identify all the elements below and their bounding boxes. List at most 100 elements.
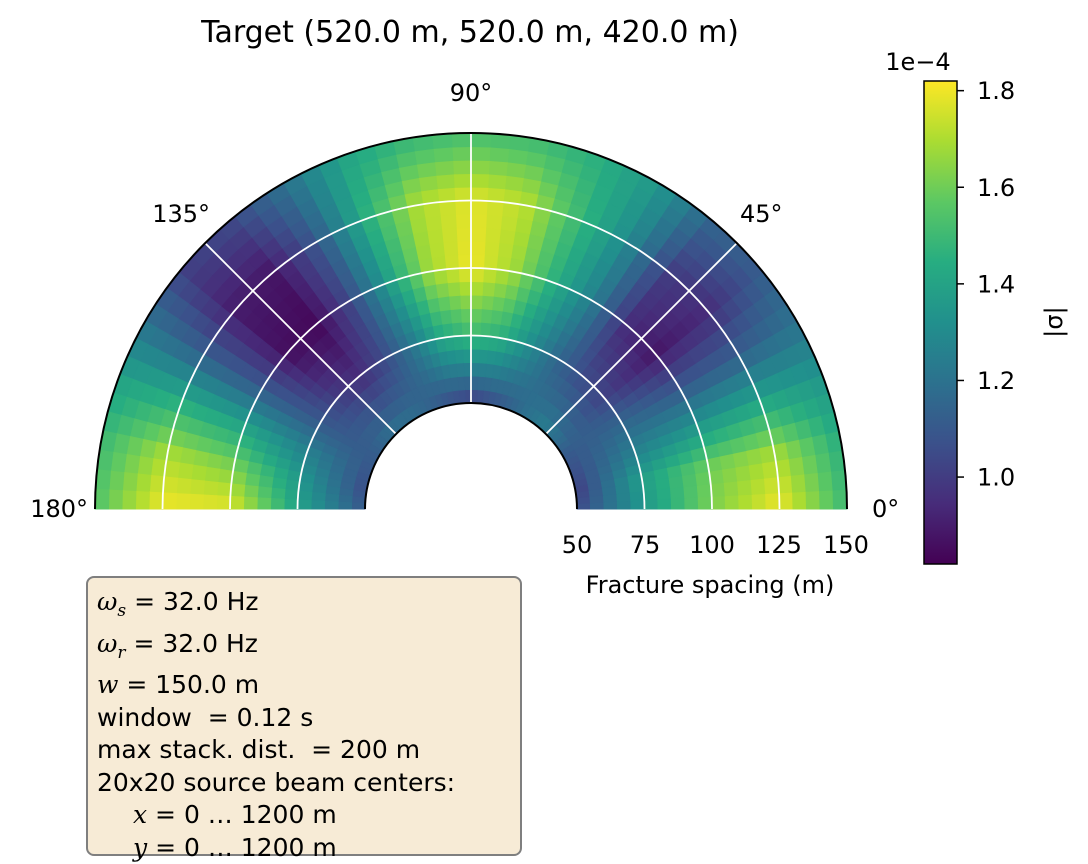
heatmap-cell <box>217 496 231 509</box>
heatmap-cell <box>791 474 806 492</box>
heatmap-cell <box>149 475 164 493</box>
heatmap-cell <box>284 499 298 509</box>
heatmap-cell <box>617 501 631 509</box>
heatmap-cell <box>245 473 260 486</box>
heatmap-cell <box>833 489 847 509</box>
heatmap-cell <box>471 363 479 377</box>
heatmap-cell <box>471 268 484 282</box>
info-width: w = 150.0 m <box>97 669 520 702</box>
heatmap-cell <box>440 214 456 229</box>
heatmap-cell <box>487 187 505 202</box>
heatmap-cell <box>453 160 471 174</box>
heatmap-cell <box>489 323 500 338</box>
heatmap-cell <box>698 496 712 509</box>
heatmap-cell <box>446 268 459 282</box>
heatmap-cell <box>163 477 178 494</box>
heatmap-cell <box>712 496 726 509</box>
heatmap-cell <box>482 282 495 296</box>
heatmap-cell <box>725 495 739 509</box>
colorbar-ticks: 1.01.21.41.61.8 <box>957 77 1015 491</box>
heatmap-cell <box>481 309 492 323</box>
info-x-range: x = 0 … 1200 m <box>97 799 520 832</box>
colorbar-tick-label: 1.8 <box>977 77 1015 105</box>
heatmap-cell <box>191 465 206 481</box>
heatmap-cell <box>230 484 244 497</box>
heatmap-cell <box>491 310 503 325</box>
heatmap-cell <box>478 363 486 377</box>
angle-tick-135: 135° <box>152 200 210 228</box>
heatmap-cell <box>738 480 753 495</box>
heatmap-cell <box>190 480 205 495</box>
colorbar-tick-label: 1.0 <box>977 464 1015 492</box>
heatmap-cell <box>832 470 847 490</box>
heatmap-cell <box>751 478 766 494</box>
info-box: ωs = 32.0 Hz ωr = 32.0 Hz w = 150.0 m wi… <box>86 576 522 856</box>
heatmap-cell <box>462 336 471 350</box>
heatmap-cell <box>471 187 488 201</box>
heatmap-cell <box>429 242 444 257</box>
heatmap-cell <box>435 160 454 175</box>
heatmap-cell <box>311 501 325 509</box>
heatmap-cell <box>257 487 271 499</box>
heatmap-cell <box>311 492 325 501</box>
radial-tick-125: 125 <box>756 531 802 559</box>
radial-tick-100: 100 <box>689 531 735 559</box>
heatmap-cell <box>749 463 764 480</box>
heatmap-cell <box>204 467 219 482</box>
heatmap-cell <box>477 376 485 390</box>
heatmap-cell <box>122 491 136 509</box>
heatmap-cell <box>433 147 453 162</box>
angle-tick-0: 0° <box>872 495 899 523</box>
heatmap-cell <box>779 492 793 509</box>
heatmap-cell <box>338 495 352 503</box>
heatmap-cell <box>460 295 471 309</box>
heatmap-cell <box>109 490 123 509</box>
heatmap-cell <box>793 491 807 509</box>
heatmap-cell <box>471 255 484 269</box>
heatmap-cell <box>471 282 483 296</box>
heatmap-cell <box>463 363 471 377</box>
chart-title: Target (520.0 m, 520.0 m, 420.0 m) <box>200 15 739 50</box>
heatmap-cell <box>95 489 109 509</box>
heatmap-cell <box>454 187 471 201</box>
heatmap-cell <box>244 497 258 509</box>
heatmap-cell <box>471 174 489 188</box>
heatmap-cell <box>149 492 163 509</box>
heatmap-cell <box>471 241 485 255</box>
heatmap-cell <box>486 214 502 229</box>
heatmap-cell <box>471 228 486 242</box>
heatmap-cell <box>490 134 510 149</box>
heatmap-cell <box>484 255 498 269</box>
heatmap-cell <box>437 187 455 202</box>
heatmap-cell <box>230 496 244 509</box>
heatmap-cell <box>471 390 477 404</box>
heatmap-cell <box>481 295 493 309</box>
heatmap-cell <box>657 488 671 499</box>
heatmap-cell <box>644 499 658 509</box>
heatmap-cell <box>436 174 454 189</box>
heatmap-cell <box>272 478 287 490</box>
heatmap-cell <box>432 134 452 149</box>
heatmap-cell <box>457 241 471 255</box>
heatmap-cell <box>488 174 506 189</box>
heatmap-cell <box>471 322 481 336</box>
heatmap-cell <box>458 255 471 269</box>
heatmap-cell <box>670 487 684 499</box>
heatmap-cell <box>203 481 218 496</box>
heatmap-cell <box>217 482 231 496</box>
heatmap-cell <box>471 349 479 363</box>
heatmap-cell <box>711 482 725 496</box>
heatmap-cell <box>456 228 471 242</box>
heatmap-cell <box>285 480 300 491</box>
heatmap-cell <box>203 495 217 509</box>
heatmap-cell <box>298 500 312 509</box>
heatmap-cell <box>425 216 442 231</box>
heatmap-cell <box>500 216 517 231</box>
heatmap-cell <box>492 296 505 311</box>
heatmap-cell <box>685 497 699 509</box>
heatmap-cell <box>493 283 506 298</box>
heatmap-cell <box>258 476 273 489</box>
heatmap-cell <box>338 502 352 509</box>
heatmap-cell <box>444 255 458 269</box>
heatmap-cell <box>463 349 471 363</box>
